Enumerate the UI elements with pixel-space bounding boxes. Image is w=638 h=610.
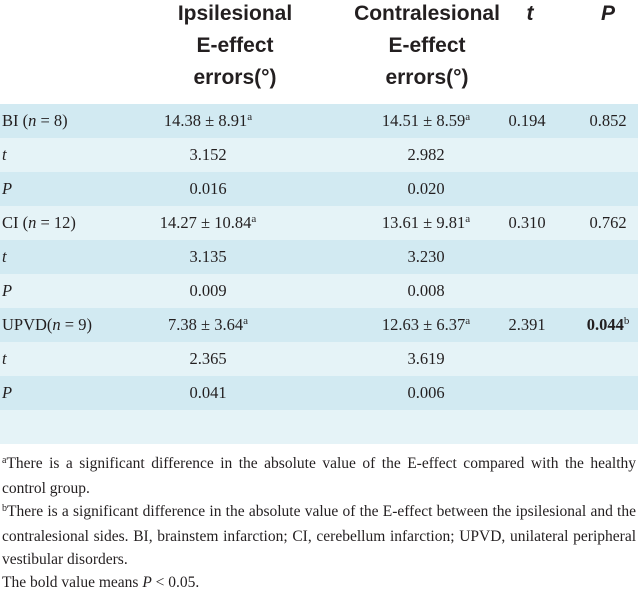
header-t: t (526, 2, 534, 25)
footnote-a: aThere is a significant difference in th… (2, 455, 636, 497)
ipsilesional-cell: 7.38 ± 3.64a (168, 315, 248, 334)
contralesional-cell: 12.63 ± 6.37a (381, 315, 471, 334)
row-label: t (2, 145, 7, 164)
row-label: P (2, 281, 13, 300)
contralesional-cell: 2.982 (407, 145, 445, 164)
ipsilesional-cell: 14.27 ± 10.84a (159, 213, 257, 232)
header-p: P (600, 2, 615, 25)
row-label: CI (n = 12) (2, 213, 76, 232)
table-row: t 3.135 3.230 (0, 240, 638, 274)
header-line: errors(°) (193, 66, 277, 89)
footnote-bold: The bold value means P < 0.05. (2, 574, 200, 591)
row-label: P (2, 179, 13, 198)
header-line: errors(°) (385, 66, 469, 89)
table-row: t 2.365 3.619 (0, 342, 638, 376)
header-line: E-effect (196, 34, 274, 57)
header-line: E-effect (388, 34, 466, 57)
t-cell: 0.310 (508, 213, 546, 232)
p-cell: 0.852 (589, 111, 627, 130)
table-row: BI (n = 8) 14.38 ± 8.91a 14.51 ± 8.59a 0… (0, 104, 638, 138)
table-row: t 3.152 2.982 (0, 138, 638, 172)
header-line: Contralesional (354, 2, 500, 25)
contralesional-cell: 3.619 (407, 349, 445, 368)
p-cell: 0.044b (586, 315, 630, 334)
ipsilesional-cell: 3.152 (189, 145, 227, 164)
table-row: P 0.009 0.008 (0, 274, 638, 308)
contralesional-cell: 0.008 (407, 281, 445, 300)
table-row: P 0.016 0.020 (0, 172, 638, 206)
header-line: Ipsilesional (177, 2, 293, 25)
ipsilesional-cell: 3.135 (189, 247, 227, 266)
t-cell: 2.391 (508, 315, 546, 334)
contralesional-cell: 3.230 (407, 247, 445, 266)
contralesional-cell: 0.006 (407, 383, 445, 402)
header-ipsilesional: Ipsilesional E-effect errors(°) (150, 0, 320, 94)
contralesional-cell: 0.020 (407, 179, 445, 198)
header-contralesional: Contralesional E-effect errors(°) (322, 0, 532, 94)
table-header: Ipsilesional E-effect errors(°) Contrale… (0, 0, 638, 104)
row-label: t (2, 349, 7, 368)
row-label: BI (n = 8) (2, 111, 68, 130)
row-label: UPVD(n = 9) (2, 315, 92, 334)
ipsilesional-cell: 0.041 (189, 383, 227, 402)
contralesional-cell: 14.51 ± 8.59a (381, 111, 471, 130)
table-body: BI (n = 8) 14.38 ± 8.91a 14.51 ± 8.59a 0… (0, 104, 638, 444)
ipsilesional-cell: 2.365 (189, 349, 227, 368)
ipsilesional-cell: 0.016 (189, 179, 227, 198)
ipsilesional-cell: 14.38 ± 8.91a (163, 111, 253, 130)
table-row: P 0.041 0.006 (0, 376, 638, 410)
table-row: CI (n = 12) 14.27 ± 10.84a 13.61 ± 9.81a… (0, 206, 638, 240)
row-label: t (2, 247, 7, 266)
row-label: P (2, 383, 13, 402)
footnote-b: bThere is a significant difference in th… (2, 503, 636, 568)
ipsilesional-cell: 0.009 (189, 281, 227, 300)
table-footnotes: aThere is a significant difference in th… (2, 452, 636, 594)
table-row: UPVD(n = 9) 7.38 ± 3.64a 12.63 ± 6.37a 2… (0, 308, 638, 342)
contralesional-cell: 13.61 ± 9.81a (381, 213, 471, 232)
t-cell: 0.194 (508, 111, 546, 130)
p-cell: 0.762 (589, 213, 627, 232)
